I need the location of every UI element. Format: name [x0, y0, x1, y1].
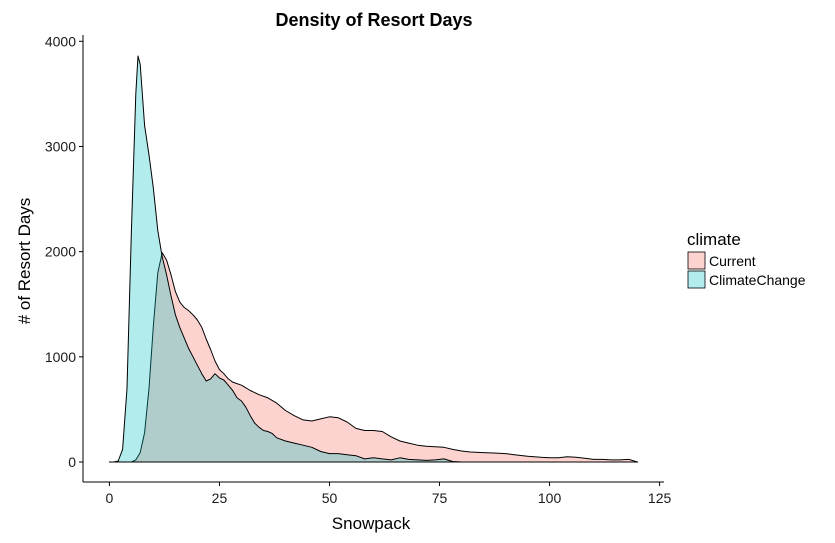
legend-key-climatechange [687, 270, 706, 289]
x-tick-label: 50 [322, 490, 338, 506]
y-axis-ticks: 0 1000 2000 3000 4000 [45, 33, 83, 470]
y-tick-label: 2000 [45, 244, 76, 260]
legend-key-current [687, 251, 706, 270]
x-tick-label: 75 [432, 490, 448, 506]
y-tick-label: 1000 [45, 349, 76, 365]
y-tick-label: 4000 [45, 33, 76, 49]
y-tick-label: 0 [68, 454, 76, 470]
x-tick-label: 0 [106, 490, 114, 506]
x-tick-label: 125 [648, 490, 672, 506]
x-axis-ticks: 0 25 50 75 100 125 [106, 482, 672, 506]
density-area-climatechange [108, 55, 639, 463]
legend-label-current: Current [709, 253, 756, 269]
legend-label-climatechange: ClimateChange [709, 272, 806, 288]
legend-title: climate [687, 230, 741, 249]
plot-areas [108, 55, 639, 463]
density-area-current [108, 252, 639, 463]
x-tick-label: 100 [538, 490, 562, 506]
y-tick-label: 3000 [45, 138, 76, 154]
chart-title: Density of Resort Days [275, 10, 472, 30]
legend: climate Current ClimateChange [687, 230, 806, 289]
x-tick-label: 25 [212, 490, 228, 506]
x-axis-title: Snowpack [332, 514, 411, 533]
y-axis-title: # of Resort Days [15, 198, 34, 325]
